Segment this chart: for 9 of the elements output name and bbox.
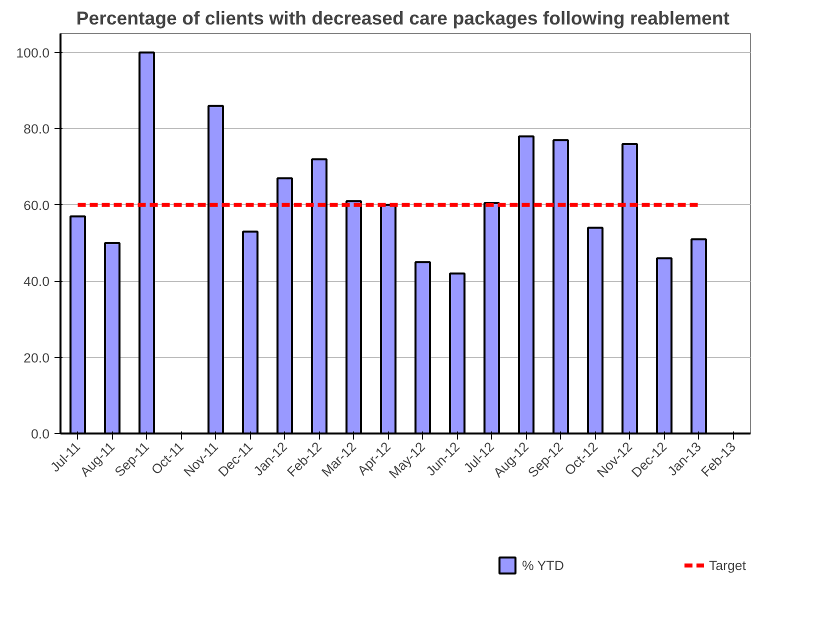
legend-label: % YTD <box>522 558 564 572</box>
y-tick-label: 80.0 <box>24 122 50 137</box>
y-tick-label: 20.0 <box>24 350 50 366</box>
y-tick-label: 100.0 <box>16 46 50 61</box>
chart-title: Percentage of clients with decreased care packages following reablement <box>76 8 730 28</box>
legend-label: Target <box>708 558 746 572</box>
y-tick-label: 60.0 <box>24 198 50 213</box>
y-tick-label: 40.0 <box>24 274 50 290</box>
y-tick-label: 0.0 <box>30 426 50 442</box>
